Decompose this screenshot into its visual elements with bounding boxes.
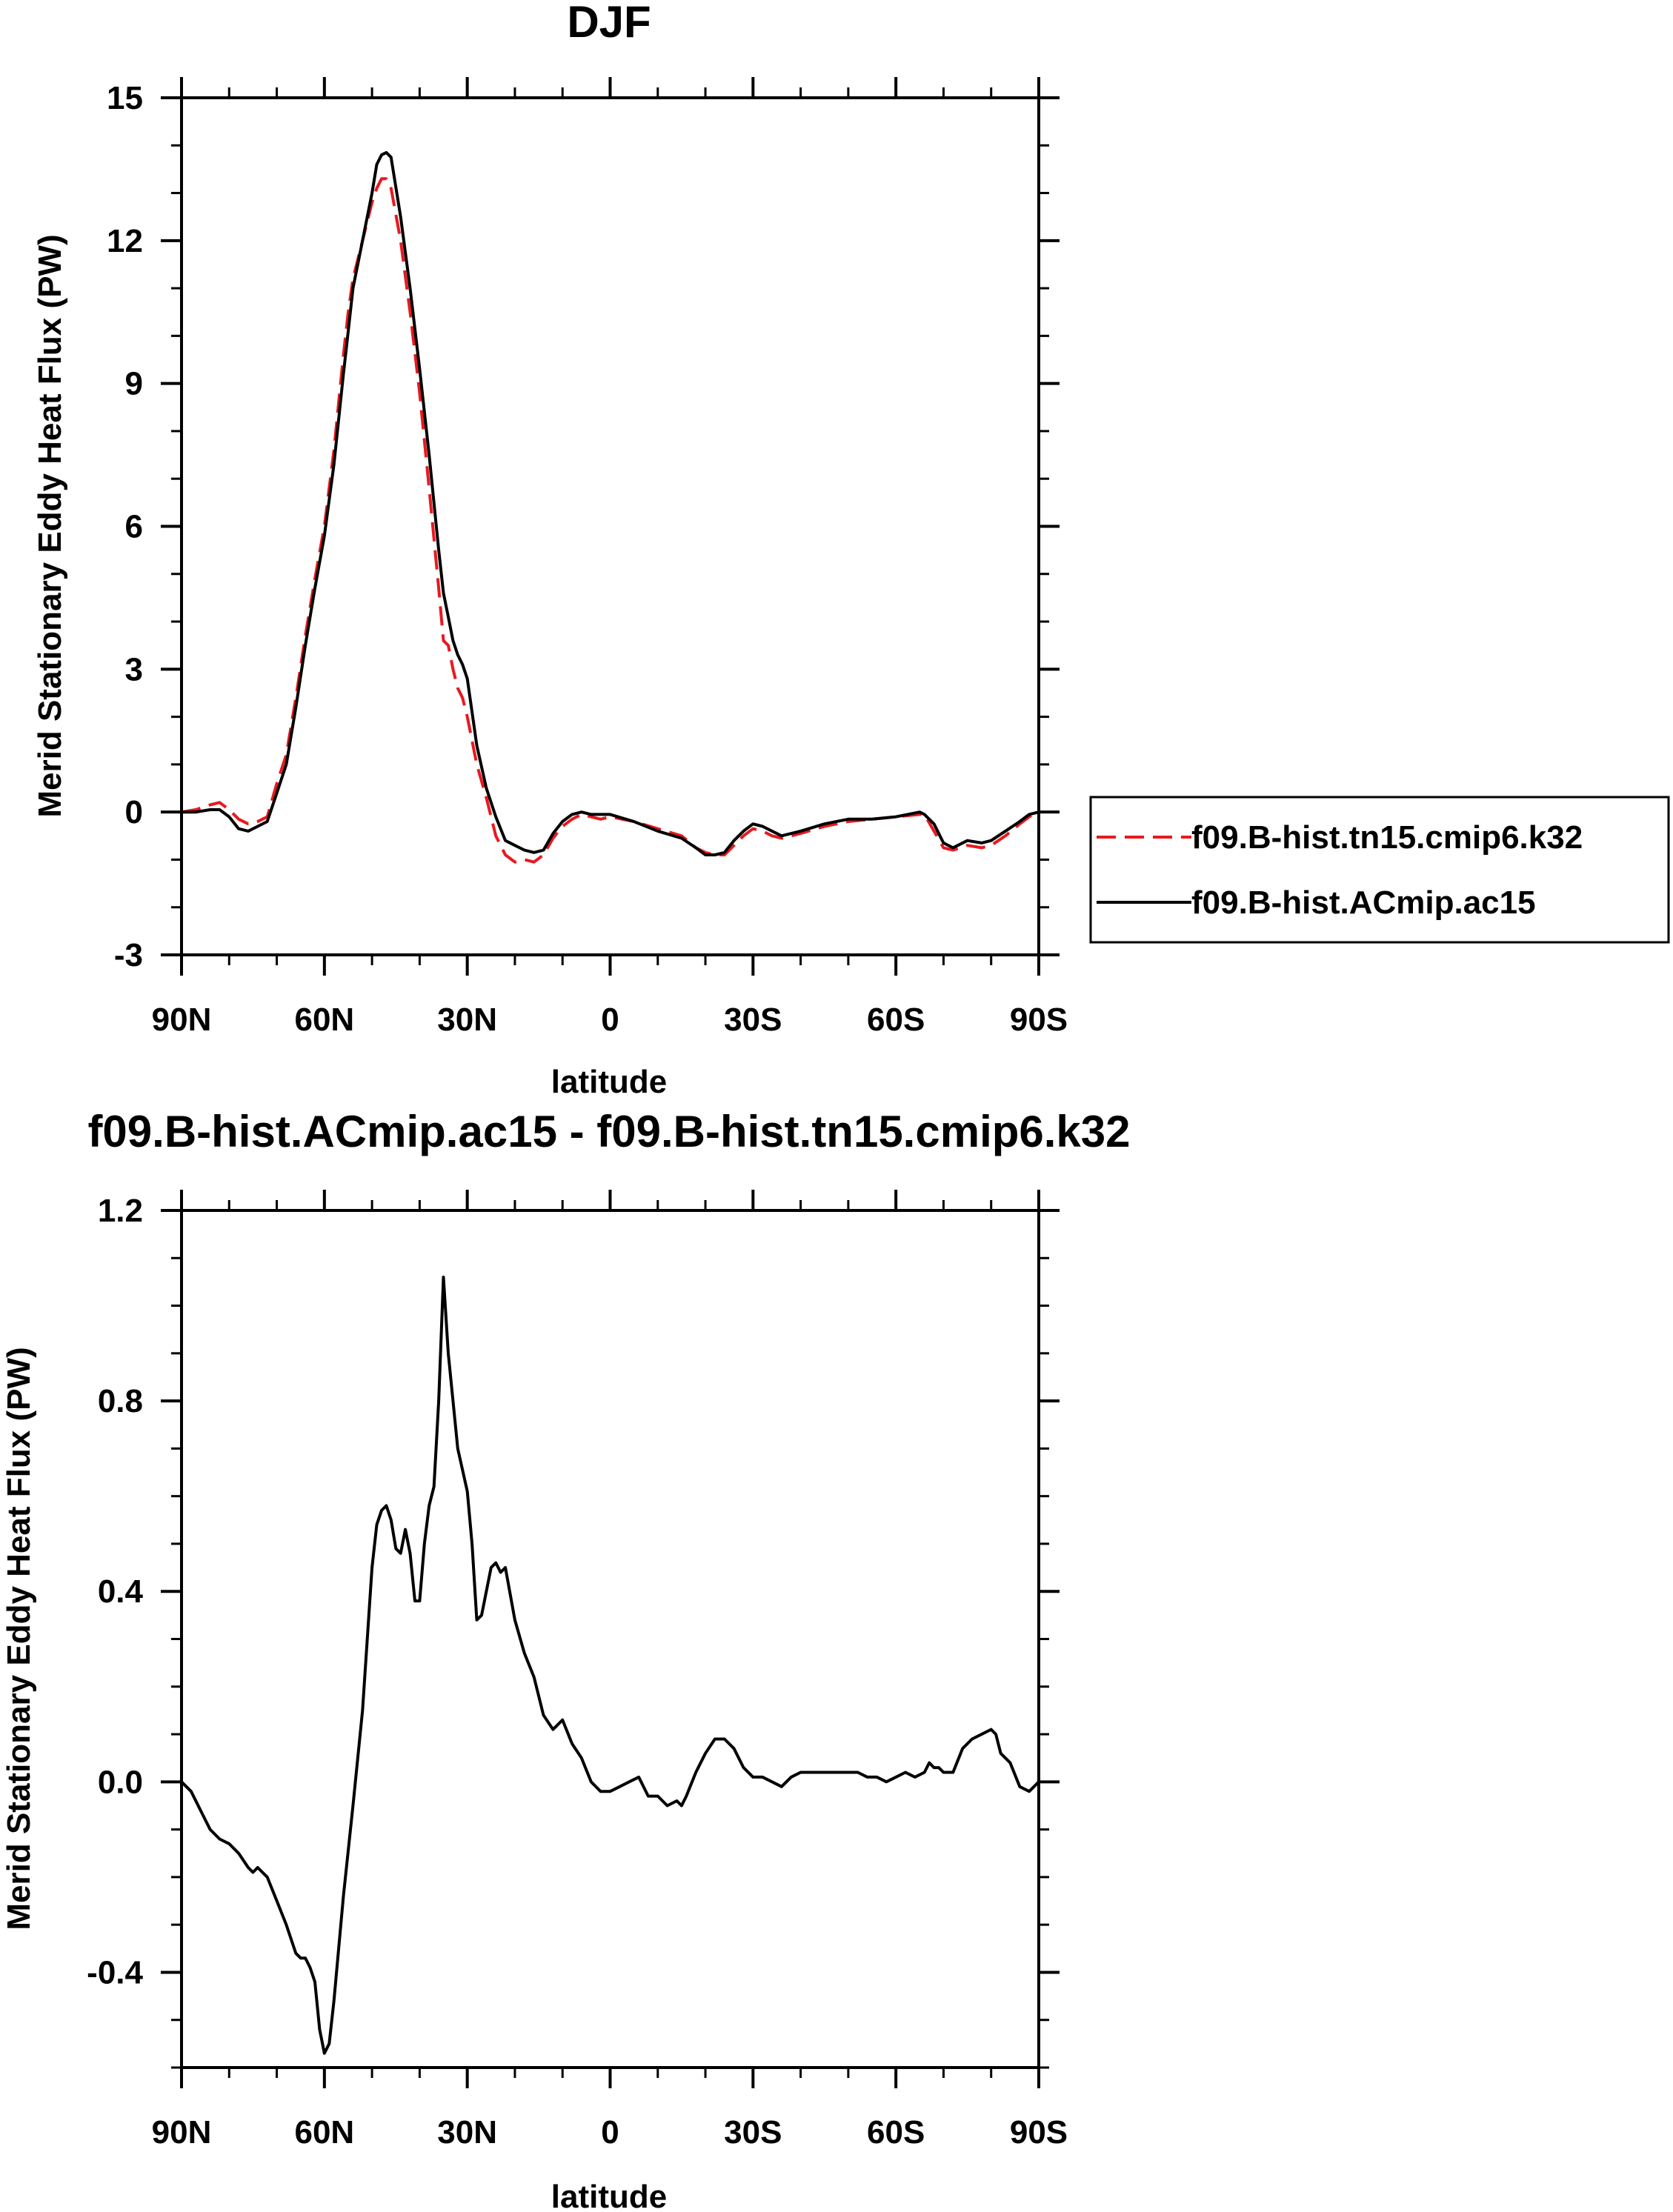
x-tick-label: 90N — [152, 2114, 212, 2151]
series-line-1 — [181, 177, 1040, 864]
series-line-2 — [182, 150, 1040, 856]
x-axis-label: latitude — [551, 1064, 667, 1100]
legend-box — [1089, 796, 1670, 944]
x-tick-label: 0 — [601, 2114, 619, 2151]
chart-title: DJF — [567, 0, 651, 47]
tick-group: -3 0 3 6 9 12 15 90N 60N 30N 0 30S 60S 90S — [107, 77, 1068, 1038]
y-tick-label: 0.4 — [98, 1573, 144, 1610]
difference-panel: f09.B-hist.ACmip.ac15 - f09.B-hist.tn15.… — [1, 1107, 1131, 2212]
tick-group: -0.4 0.0 0.4 0.8 1.2 90N 60N 30N 0 30S 60S 90S — [87, 1190, 1068, 2151]
y-tick-label: 1.2 — [98, 1193, 143, 1229]
djf-panel: DJF -3 0 3 6 9 12 15 90N 60N 30N 0 30S 60S 90S latitu… — [32, 0, 1068, 1100]
y-tick-label: 15 — [107, 80, 143, 116]
y-tick-label: 0.0 — [98, 1764, 143, 1800]
x-tick-label: 30S — [724, 2114, 782, 2151]
series-group — [180, 1276, 1040, 2055]
chart-title: f09.B-hist.ACmip.ac15 - f09.B-hist.tn15.… — [87, 1107, 1130, 1156]
series-line-1 — [180, 1276, 1040, 2055]
x-tick-label: 60S — [867, 2114, 925, 2151]
x-tick-label: 90S — [1010, 2114, 1068, 2151]
legend-label-tn15: f09.B-hist.tn15.cmip6.k32 — [1191, 819, 1583, 856]
y-tick-label: 3 — [125, 651, 143, 687]
legend-label-ac15: f09.B-hist.ACmip.ac15 — [1191, 885, 1536, 921]
x-axis-label: latitude — [551, 2179, 667, 2212]
x-tick-label: 60N — [294, 1002, 354, 1038]
y-axis-label: Merid Stationary Eddy Heat Flux (PW) — [1, 1347, 37, 1930]
x-tick-label: 30N — [437, 1002, 497, 1038]
plot-frame — [180, 96, 1040, 956]
y-tick-label: 12 — [107, 223, 143, 259]
y-tick-label: -0.4 — [87, 1954, 143, 1991]
y-tick-label: -3 — [114, 937, 143, 973]
x-tick-label: 90N — [152, 1002, 212, 1038]
y-tick-label: 0 — [125, 794, 143, 830]
x-tick-label: 0 — [601, 1002, 619, 1038]
y-tick-label: 9 — [125, 366, 143, 402]
x-tick-label: 60N — [294, 2114, 354, 2151]
series-group — [181, 150, 1040, 864]
y-axis-label: Merid Stationary Eddy Heat Flux (PW) — [32, 234, 68, 817]
plot-frame — [180, 1209, 1040, 2069]
x-tick-label: 90S — [1010, 1002, 1068, 1038]
x-tick-label: 30S — [724, 1002, 782, 1038]
y-tick-label: 0.8 — [98, 1383, 143, 1419]
x-tick-label: 30N — [437, 2114, 497, 2151]
legend: f09.B-hist.tn15.cmip6.k32 f09.B-hist.ACm… — [1089, 796, 1670, 944]
x-tick-label: 60S — [867, 1002, 925, 1038]
y-tick-label: 6 — [125, 509, 143, 545]
